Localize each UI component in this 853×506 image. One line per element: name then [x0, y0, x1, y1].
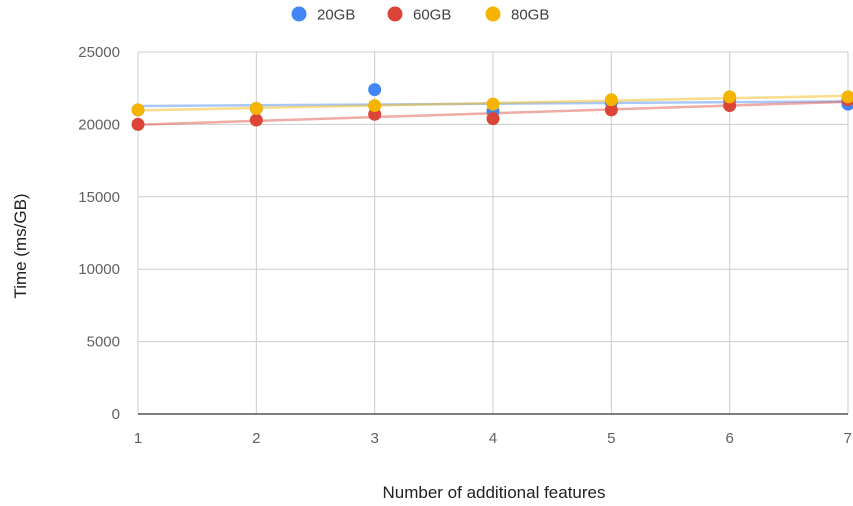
y-tick-label: 0 [112, 406, 120, 423]
legend-item-60GB[interactable]: 60GB [387, 6, 452, 24]
x-tick-label: 5 [607, 430, 615, 447]
point-80GB [486, 97, 500, 111]
x-tick-label: 6 [725, 430, 733, 447]
y-tick-label: 5000 [87, 334, 120, 351]
point-60GB [604, 103, 618, 117]
x-tick-label: 2 [252, 430, 260, 447]
x-tick-label: 1 [134, 430, 142, 447]
y-axis-title: Time (ms/GB) [11, 193, 30, 298]
point-60GB [486, 112, 500, 126]
legend-item-80GB[interactable]: 80GB [485, 6, 550, 24]
point-80GB [604, 93, 618, 107]
point-60GB [131, 117, 145, 131]
y-tick-label: 20000 [78, 116, 120, 133]
x-tick-label: 3 [370, 430, 378, 447]
point-80GB [723, 90, 737, 104]
legend-item-20GB[interactable]: 20GB [291, 6, 356, 24]
point-80GB [249, 101, 263, 115]
legend-label: 20GB [317, 7, 355, 24]
legend-swatch [291, 6, 307, 22]
point-80GB [131, 103, 145, 117]
x-tick-label: 7 [844, 430, 852, 447]
x-tick-label: 4 [489, 430, 497, 447]
y-tick-label: 25000 [78, 44, 120, 61]
x-axis-title: Number of additional features [382, 483, 605, 502]
legend-swatch [387, 6, 403, 22]
legend-label: 60GB [413, 7, 451, 24]
legend-label: 80GB [511, 7, 549, 24]
data-points [131, 83, 853, 131]
y-tick-label: 10000 [78, 261, 120, 278]
tick-labels: 0 5000 10000 15000 20000 25000 1 2 3 4 5 6 7 [78, 44, 852, 447]
y-tick-label: 15000 [78, 189, 120, 206]
point-80GB [841, 90, 853, 104]
point-20GB [368, 83, 382, 97]
point-80GB [368, 99, 382, 113]
legend[interactable]: 20GB 60GB 80GB [291, 6, 550, 24]
legend-swatch [485, 6, 501, 22]
point-60GB [249, 113, 263, 127]
